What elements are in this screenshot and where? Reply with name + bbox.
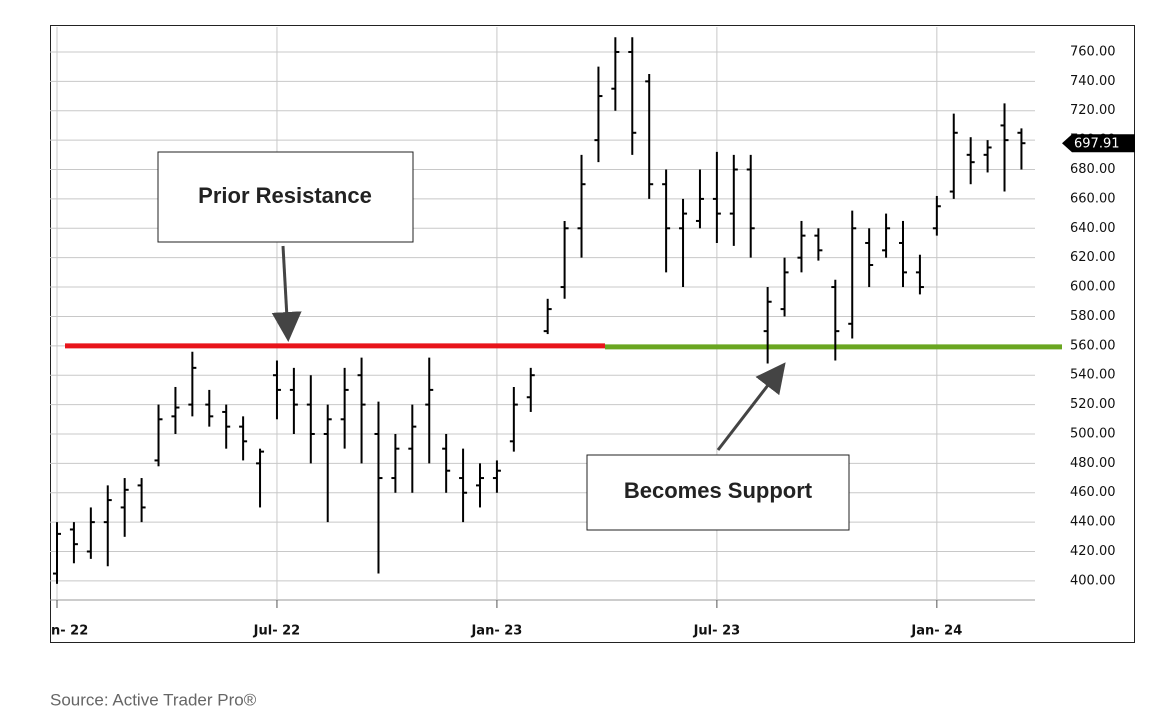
x-tick-label: Jul- 23 — [693, 624, 741, 639]
x-tick-label: Jan- 24 — [910, 624, 962, 639]
y-tick-label: 400.00 — [1070, 573, 1116, 588]
y-tick-label: 620.00 — [1070, 250, 1116, 265]
y-tick-label: 480.00 — [1070, 456, 1116, 471]
arrow — [716, 362, 786, 451]
annotation: Becomes Support — [624, 478, 813, 503]
x-tick-label: Jul- 22 — [253, 624, 301, 639]
y-tick-label: 680.00 — [1070, 162, 1116, 177]
x-tick-label: n- 22 — [51, 624, 88, 639]
y-tick-label: 640.00 — [1070, 221, 1116, 236]
y-tick-label: 540.00 — [1070, 368, 1116, 383]
y-tick-label: 520.00 — [1070, 397, 1116, 412]
y-tick-label: 500.00 — [1070, 426, 1116, 441]
y-tick-label: 660.00 — [1070, 191, 1116, 206]
source: Source: Active Trader Pro® — [50, 690, 257, 709]
y-tick-label: 580.00 — [1070, 309, 1116, 324]
y-tick-label: 740.00 — [1070, 74, 1116, 89]
y-tick-label: 720.00 — [1070, 103, 1116, 118]
y-tick-label: 420.00 — [1070, 544, 1116, 559]
y-tick-label: 560.00 — [1070, 338, 1116, 353]
y-tick-label: 460.00 — [1070, 485, 1116, 500]
frame — [50, 25, 1135, 643]
annotation-box — [586, 454, 850, 531]
annotation: Prior Resistance — [198, 183, 372, 208]
y-tick-label: 600.00 — [1070, 280, 1116, 295]
last-price-marker — [1062, 134, 1135, 153]
y-tick-label: 760.00 — [1070, 44, 1116, 59]
annotation-box — [157, 151, 414, 243]
arrow — [271, 245, 302, 342]
y-tick-label: 440.00 — [1070, 515, 1116, 530]
x-tick-label: Jan- 23 — [470, 624, 522, 639]
last-price-label: 697.91 — [1074, 137, 1120, 152]
